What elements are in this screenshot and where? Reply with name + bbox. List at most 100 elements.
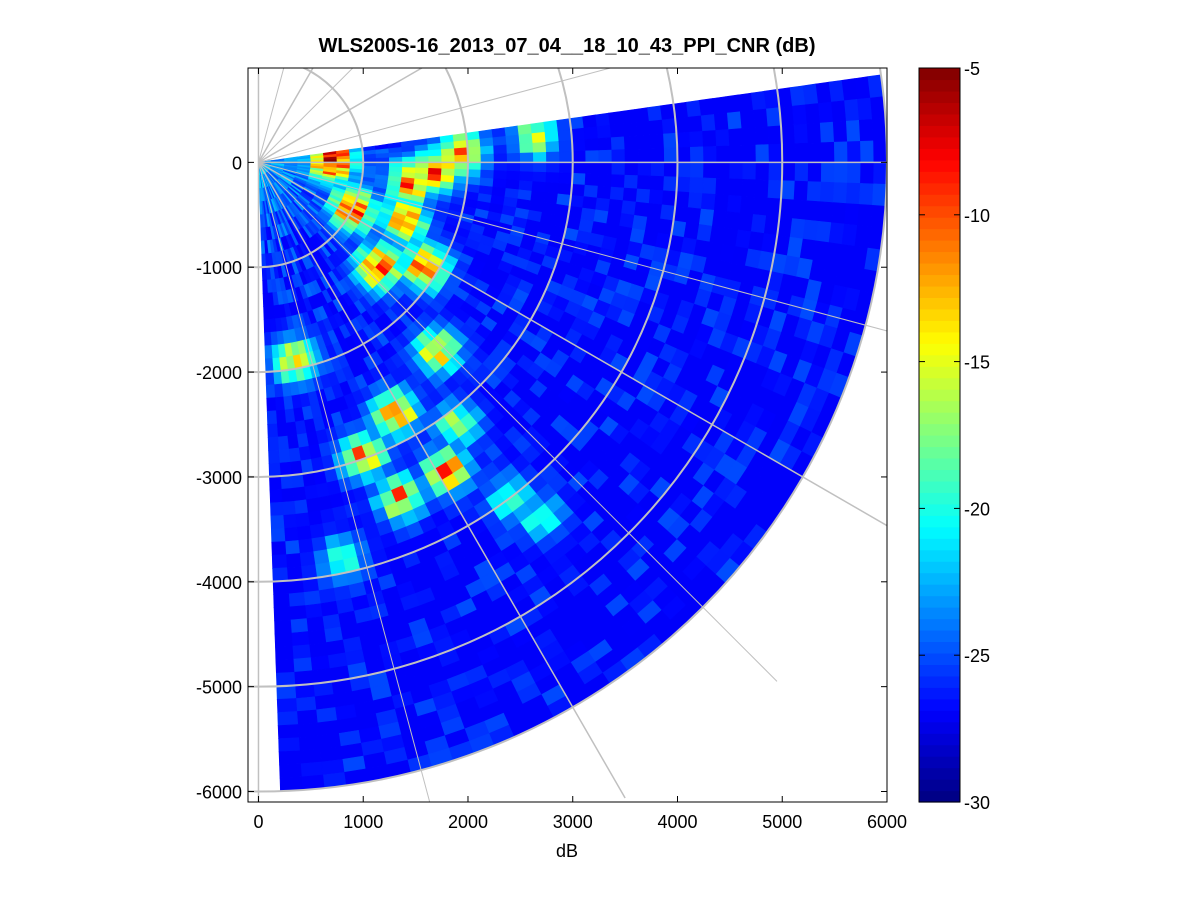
ppi-cell <box>305 497 321 514</box>
colorbar-swatch <box>919 664 960 677</box>
ppi-cell <box>634 201 650 218</box>
ppi-cell <box>480 162 495 171</box>
ppi-cell <box>570 183 586 197</box>
ppi-cell <box>466 138 481 149</box>
ppi-cell <box>287 579 304 595</box>
grid-spoke <box>258 161 887 527</box>
colorbar-tick-label: -30 <box>964 793 990 813</box>
ppi-cell <box>781 143 796 163</box>
ppi-cell <box>543 120 559 133</box>
ppi-cell <box>768 143 783 163</box>
ppi-cell <box>611 162 626 176</box>
ppi-cell <box>700 193 717 211</box>
ppi-cell <box>454 147 469 156</box>
ppi-cell <box>624 162 639 176</box>
colorbar-swatch <box>919 297 960 310</box>
ppi-cell <box>454 154 469 163</box>
colorbar-swatch <box>919 698 960 711</box>
ppi-cell <box>544 182 560 195</box>
ppi-cell <box>807 162 822 183</box>
ppi-cell <box>519 152 534 163</box>
ppi-cell <box>279 461 292 477</box>
ppi-cell <box>531 131 547 144</box>
x-axis: 0 1000 2000 3000 4000 5000 6000 <box>253 68 907 832</box>
ppi-cell <box>711 209 728 229</box>
ppi-cell <box>467 162 482 171</box>
colorbar-swatch <box>919 423 960 436</box>
ppi-cell <box>284 540 300 555</box>
ppi-cell <box>506 152 521 163</box>
y-tick-label: -1000 <box>196 258 242 278</box>
ppi-cell <box>295 696 317 712</box>
ppi-cell <box>793 180 809 202</box>
ppi-cell <box>375 152 390 159</box>
ppi-cell <box>303 484 318 501</box>
ppi-cell <box>820 141 835 163</box>
colorbar-swatch <box>919 320 960 333</box>
ppi-cell <box>610 174 626 189</box>
ppi-cell <box>290 618 309 634</box>
ppi-cell <box>454 168 469 178</box>
colorbar-swatch <box>919 733 960 746</box>
ppi-cell <box>624 148 639 163</box>
ppi-cell <box>415 156 430 163</box>
ppi-cell <box>582 196 598 211</box>
ppi-cell <box>277 711 299 726</box>
colorbar-swatch <box>919 412 960 425</box>
colorbar-swatch <box>919 308 960 321</box>
ppi-cell <box>440 148 456 157</box>
ppi-cell <box>857 204 873 228</box>
ppi-cell <box>453 140 468 150</box>
ppi-cell <box>700 114 717 132</box>
ppi-cell <box>286 434 299 450</box>
ppi-cell <box>532 141 547 154</box>
colorbar-swatch <box>919 779 960 792</box>
y-tick-label: -4000 <box>196 573 242 593</box>
ppi-cell <box>546 151 560 163</box>
ppi-cell <box>265 371 275 386</box>
ppi-cell <box>557 183 573 196</box>
ppi-cell <box>284 408 296 424</box>
ppi-cell <box>572 162 587 175</box>
ppi-cell <box>570 127 586 141</box>
ppi-cell <box>689 146 705 163</box>
ppi-cell <box>280 474 294 490</box>
ppi-cell <box>281 500 296 516</box>
ppi-cell <box>275 658 295 674</box>
ppi-cell <box>454 162 469 171</box>
ppi-cell <box>650 162 665 177</box>
chart-title: WLS200S-16_2013_07_04__18_10_43_PPI_CNR … <box>319 35 816 57</box>
ppi-cell <box>619 213 635 229</box>
ppi-cell <box>715 129 730 147</box>
colorbar-swatch <box>919 125 960 138</box>
ppi-cell <box>571 172 586 186</box>
ppi-cell <box>427 149 443 157</box>
ppi-cell <box>285 553 302 569</box>
ppi-cell <box>703 162 718 179</box>
ppi-cell <box>440 141 455 150</box>
ppi-cell <box>649 133 665 149</box>
ppi-cell <box>273 383 284 399</box>
ppi-cell <box>806 181 822 203</box>
ppi-cell <box>872 183 887 207</box>
ppi-cell <box>767 179 783 200</box>
ppi-cell <box>297 538 314 554</box>
ppi-cell <box>519 162 534 173</box>
ppi-cell <box>755 144 770 163</box>
y-tick-label: -5000 <box>196 678 242 698</box>
ppi-cell <box>585 162 600 175</box>
ppi-cell <box>467 169 482 179</box>
colorbar-tick-label: -20 <box>964 499 990 519</box>
ppi-cell <box>440 168 456 177</box>
ppi-cell <box>272 567 289 582</box>
x-tick-label: 0 <box>253 812 263 832</box>
ppi-cell <box>518 133 534 145</box>
colorbar-swatch <box>919 182 960 195</box>
ppi-cell <box>687 192 703 210</box>
ppi-cell <box>716 145 731 163</box>
ppi-cell <box>295 512 310 528</box>
ppi-cell <box>742 162 757 181</box>
grid-spoke <box>258 68 354 163</box>
ppi-cell <box>298 735 321 752</box>
ppi-cell <box>698 98 715 117</box>
